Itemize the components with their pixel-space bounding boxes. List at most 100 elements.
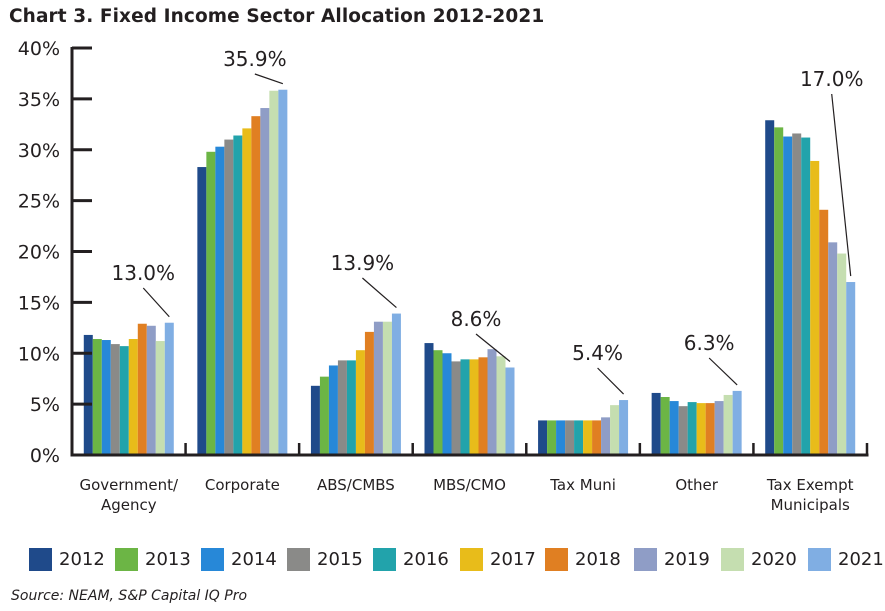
bar-2021-6 xyxy=(846,282,856,455)
legend-label: 2012 xyxy=(59,548,105,570)
legend-label: 2016 xyxy=(403,548,449,570)
legend-swatch xyxy=(29,547,52,571)
legend-label: 2014 xyxy=(231,548,277,570)
bar-2013-4 xyxy=(547,420,557,455)
bar-2016-2 xyxy=(346,360,356,455)
legend-swatch xyxy=(373,547,396,571)
bar-2019-3 xyxy=(487,349,497,455)
x-category-label: Government/ xyxy=(79,476,179,494)
bar-2017-2 xyxy=(355,350,365,455)
bar-2016-5 xyxy=(687,402,697,455)
annotation-leader-line xyxy=(142,287,170,318)
x-category-label: Tax Muni xyxy=(549,476,616,494)
bar-2018-6 xyxy=(819,209,829,455)
bar-2021-1 xyxy=(278,89,288,455)
bar-2012-4 xyxy=(538,420,548,455)
annotation-leader-line xyxy=(708,357,738,386)
bar-2021-4 xyxy=(619,400,629,455)
annotation-label: 5.4% xyxy=(572,341,623,365)
legend-item-2013: 2013 xyxy=(115,546,191,572)
bar-2019-1 xyxy=(260,108,270,455)
y-tick-label: 20% xyxy=(18,242,60,264)
bar-2016-6 xyxy=(801,137,811,456)
bar-2020-6 xyxy=(837,253,847,455)
legend-label: 2018 xyxy=(575,548,621,570)
legend-label: 2017 xyxy=(490,548,536,570)
bar-2016-3 xyxy=(460,359,470,455)
annotation-leader-line xyxy=(597,367,624,395)
bar-2019-2 xyxy=(373,321,383,455)
legend-item-2021: 2021 xyxy=(808,546,884,572)
bar-2020-0 xyxy=(155,341,165,455)
legend-item-2020: 2020 xyxy=(721,546,797,572)
x-category-label: Other xyxy=(675,476,718,494)
annotation-leader-line xyxy=(831,93,852,277)
bar-2015-2 xyxy=(337,360,347,455)
legend-item-2015: 2015 xyxy=(287,546,363,572)
bar-2012-1 xyxy=(197,167,207,456)
bar-2014-0 xyxy=(101,340,111,455)
bar-2020-4 xyxy=(610,405,620,455)
y-tick-label: 15% xyxy=(18,292,60,314)
bar-2019-4 xyxy=(601,417,611,455)
y-tick-label: 0% xyxy=(30,445,60,467)
bar-2015-0 xyxy=(110,344,120,455)
bar-2019-0 xyxy=(146,325,156,455)
bar-2013-6 xyxy=(774,127,784,456)
bar-2014-2 xyxy=(328,365,338,455)
y-tick-label: 40% xyxy=(18,38,60,60)
bar-2017-0 xyxy=(128,339,138,455)
bar-2015-4 xyxy=(565,420,575,455)
legend-swatch xyxy=(721,547,744,571)
legend-swatch xyxy=(287,547,310,571)
bar-2020-1 xyxy=(269,90,279,456)
bar-2018-3 xyxy=(478,357,488,455)
bar-2021-2 xyxy=(391,313,401,455)
legend-label: 2015 xyxy=(317,548,363,570)
bar-2013-5 xyxy=(660,397,670,455)
y-tick-label: 5% xyxy=(30,394,60,416)
bar-2017-6 xyxy=(810,160,820,455)
annotation-leader-line xyxy=(254,73,284,85)
legend-swatch xyxy=(460,547,483,571)
bar-2020-2 xyxy=(382,321,392,455)
legend-item-2017: 2017 xyxy=(460,546,536,572)
bar-2014-5 xyxy=(669,401,679,455)
bar-2014-4 xyxy=(556,420,566,455)
bar-2014-3 xyxy=(442,353,452,455)
x-category-label: Agency xyxy=(101,496,157,514)
bar-2013-3 xyxy=(433,350,443,455)
bar-2020-3 xyxy=(496,356,506,455)
x-category-label: Municipals xyxy=(771,496,850,514)
annotation-label: 13.0% xyxy=(112,261,176,285)
bar-2018-0 xyxy=(137,323,147,455)
annotation-leader-line xyxy=(362,277,397,309)
annotation-label: 35.9% xyxy=(223,47,287,71)
bar-2017-3 xyxy=(469,359,479,455)
source-note: Source: NEAM, S&P Capital IQ Pro xyxy=(11,588,248,604)
legend-swatch xyxy=(634,547,657,571)
bar-2013-1 xyxy=(206,151,216,455)
bar-2014-1 xyxy=(215,146,225,455)
annotation-label: 13.9% xyxy=(331,251,395,275)
annotation-leader-line xyxy=(475,333,511,362)
bar-2012-0 xyxy=(83,334,93,455)
annotation-label: 17.0% xyxy=(800,67,864,91)
bar-2012-5 xyxy=(651,392,661,455)
bar-2019-5 xyxy=(714,401,724,455)
bar-2018-2 xyxy=(364,331,374,455)
legend-swatch xyxy=(115,547,138,571)
y-tick-label: 35% xyxy=(18,89,60,111)
legend-label: 2013 xyxy=(145,548,191,570)
x-category-label: Tax Exempt xyxy=(766,476,854,494)
bar-2016-0 xyxy=(119,346,129,455)
bar-2012-3 xyxy=(424,343,434,455)
bar-2012-2 xyxy=(310,385,320,455)
legend-item-2016: 2016 xyxy=(373,546,449,572)
legend-swatch xyxy=(808,547,831,571)
x-category-label: Corporate xyxy=(205,476,280,494)
bar-2020-5 xyxy=(723,394,733,455)
x-category-label: MBS/CMO xyxy=(433,476,506,494)
legend-label: 2020 xyxy=(751,548,797,570)
